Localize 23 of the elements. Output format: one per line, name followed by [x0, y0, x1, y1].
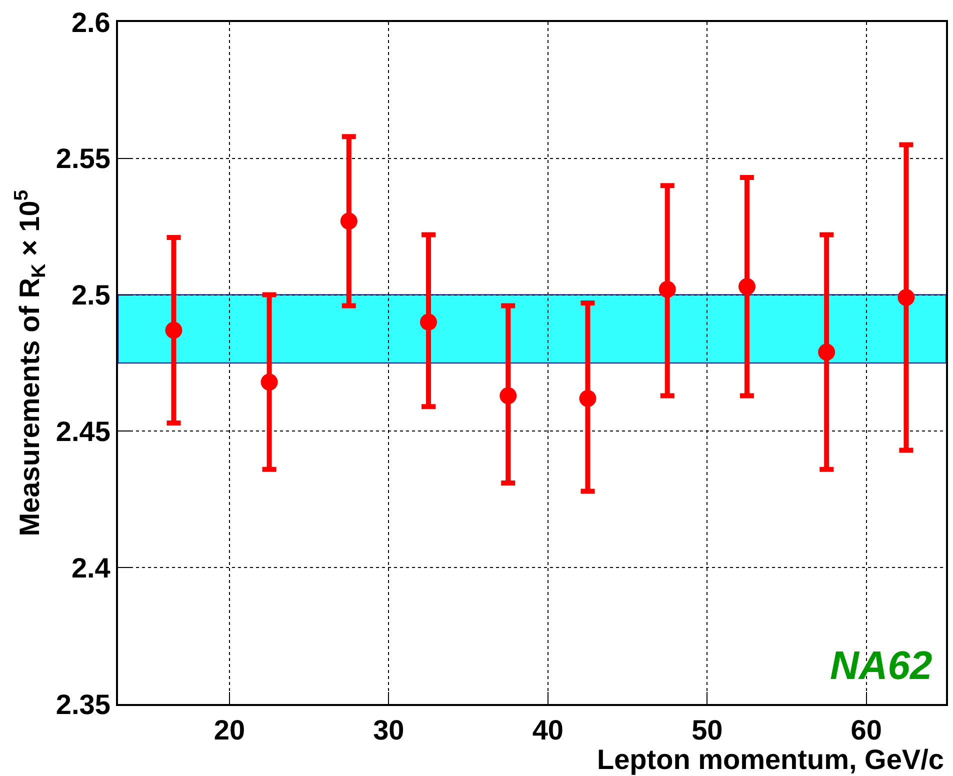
point: [420, 314, 437, 331]
point: [500, 387, 517, 404]
y-tick-label: 2.6: [71, 6, 110, 38]
point: [898, 289, 915, 306]
x-tick-label: 20: [214, 714, 246, 746]
x-tick-label: 60: [850, 714, 882, 746]
y-tick-label: 2.55: [56, 143, 110, 174]
y-tick-label: 2.45: [56, 416, 110, 447]
point: [579, 390, 596, 407]
y-tick-label: 2.35: [56, 688, 110, 720]
y-tick-label: 2.4: [71, 552, 111, 584]
x-tick-label: 50: [692, 714, 723, 746]
point: [818, 344, 836, 361]
point: [658, 280, 676, 298]
x-axis-title: Lepton momentum, GeV/c: [597, 744, 944, 775]
y-tick-label: 2.5: [71, 280, 110, 311]
point: [165, 322, 182, 339]
annotation: NA62: [830, 644, 932, 688]
point: [340, 212, 358, 230]
point: [738, 278, 756, 296]
x-tick-label: 40: [532, 714, 564, 746]
point: [260, 374, 278, 391]
x-tick-label: 30: [373, 714, 404, 746]
